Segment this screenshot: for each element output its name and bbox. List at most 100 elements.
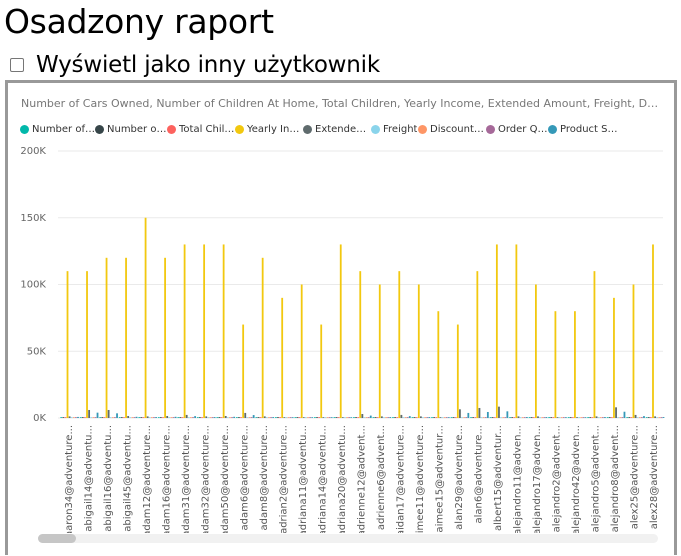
bar[interactable] — [162, 417, 164, 418]
bar[interactable] — [177, 417, 180, 418]
bar[interactable] — [376, 417, 379, 418]
bar[interactable] — [606, 417, 609, 418]
bar[interactable] — [314, 417, 316, 418]
bar[interactable] — [372, 417, 375, 418]
bar[interactable] — [263, 416, 266, 418]
bar[interactable] — [658, 417, 661, 418]
legend-item[interactable]: Product St... — [548, 124, 618, 135]
bar[interactable] — [656, 417, 659, 418]
bar[interactable] — [300, 284, 303, 419]
bar[interactable] — [252, 415, 255, 418]
bar[interactable] — [662, 417, 665, 418]
bar[interactable] — [324, 417, 327, 418]
bar[interactable] — [199, 417, 201, 418]
bar[interactable] — [517, 416, 520, 418]
bar[interactable] — [326, 417, 329, 418]
bar[interactable] — [652, 244, 654, 418]
bar[interactable] — [608, 417, 611, 418]
bar[interactable] — [437, 311, 440, 418]
bar[interactable] — [164, 257, 166, 418]
bar[interactable] — [532, 417, 535, 418]
bar[interactable] — [636, 417, 639, 418]
bar[interactable] — [574, 311, 576, 418]
scrollbar-thumb[interactable] — [38, 534, 76, 543]
bar[interactable] — [578, 417, 581, 418]
legend-item[interactable]: Extended ... — [303, 124, 371, 135]
bar[interactable] — [341, 417, 344, 418]
bar[interactable] — [486, 411, 489, 418]
bar[interactable] — [385, 417, 387, 418]
bar[interactable] — [534, 284, 537, 419]
bar[interactable] — [261, 257, 264, 418]
bar[interactable] — [246, 417, 249, 418]
bar[interactable] — [166, 415, 169, 418]
bar[interactable] — [311, 417, 314, 418]
bar[interactable] — [135, 416, 138, 418]
bar[interactable] — [506, 411, 509, 418]
bar[interactable] — [562, 417, 565, 418]
bar[interactable] — [140, 417, 143, 418]
bar[interactable] — [484, 417, 487, 418]
legend-item[interactable]: Total Child... — [167, 124, 235, 135]
bar[interactable] — [105, 257, 108, 418]
bar[interactable] — [348, 417, 351, 418]
bar[interactable] — [537, 416, 539, 418]
bar[interactable] — [222, 244, 225, 418]
bar[interactable] — [294, 417, 297, 418]
bar[interactable] — [569, 417, 572, 418]
bar[interactable] — [116, 413, 118, 418]
bar[interactable] — [114, 417, 116, 418]
bar[interactable] — [638, 417, 641, 418]
bar[interactable] — [172, 417, 175, 418]
bar[interactable] — [411, 417, 414, 418]
bar[interactable] — [268, 417, 270, 418]
bar[interactable] — [86, 271, 88, 418]
bar[interactable] — [493, 417, 496, 418]
bar[interactable] — [257, 417, 260, 418]
bar[interactable] — [333, 417, 336, 418]
bar[interactable] — [305, 417, 307, 418]
bar[interactable] — [380, 416, 383, 418]
bar[interactable] — [328, 417, 331, 418]
bar[interactable] — [70, 417, 73, 418]
bar[interactable] — [626, 417, 629, 418]
bar[interactable] — [632, 284, 635, 419]
bar[interactable] — [472, 417, 475, 418]
bar[interactable] — [77, 416, 79, 418]
bar[interactable] — [81, 417, 84, 418]
bar[interactable] — [378, 284, 381, 419]
bar[interactable] — [660, 417, 663, 418]
bar[interactable] — [337, 417, 340, 418]
bar[interactable] — [504, 417, 507, 418]
bar[interactable] — [445, 417, 448, 418]
bar[interactable] — [474, 417, 477, 418]
bar[interactable] — [179, 417, 182, 418]
bar[interactable] — [396, 417, 399, 418]
bar[interactable] — [452, 417, 455, 418]
bar[interactable] — [565, 417, 567, 418]
bar[interactable] — [589, 417, 592, 418]
bar[interactable] — [318, 417, 321, 418]
bar[interactable] — [441, 417, 444, 418]
bar[interactable] — [159, 417, 162, 418]
bar[interactable] — [118, 417, 121, 418]
bar[interactable] — [277, 417, 279, 418]
bar[interactable] — [422, 417, 424, 418]
bar[interactable] — [96, 412, 99, 418]
bar[interactable] — [556, 417, 559, 418]
bar[interactable] — [144, 217, 147, 418]
bar[interactable] — [64, 417, 67, 418]
bar[interactable] — [541, 417, 544, 418]
bar[interactable] — [580, 417, 583, 418]
bar[interactable] — [435, 417, 438, 418]
bar[interactable] — [365, 417, 368, 418]
bar[interactable] — [133, 417, 136, 418]
bar[interactable] — [84, 417, 86, 418]
bar[interactable] — [528, 417, 531, 418]
bar[interactable] — [654, 416, 656, 418]
bar[interactable] — [235, 417, 238, 418]
bar[interactable] — [525, 417, 528, 418]
bar[interactable] — [355, 417, 357, 418]
bar[interactable] — [502, 417, 505, 418]
bar[interactable] — [610, 417, 613, 418]
